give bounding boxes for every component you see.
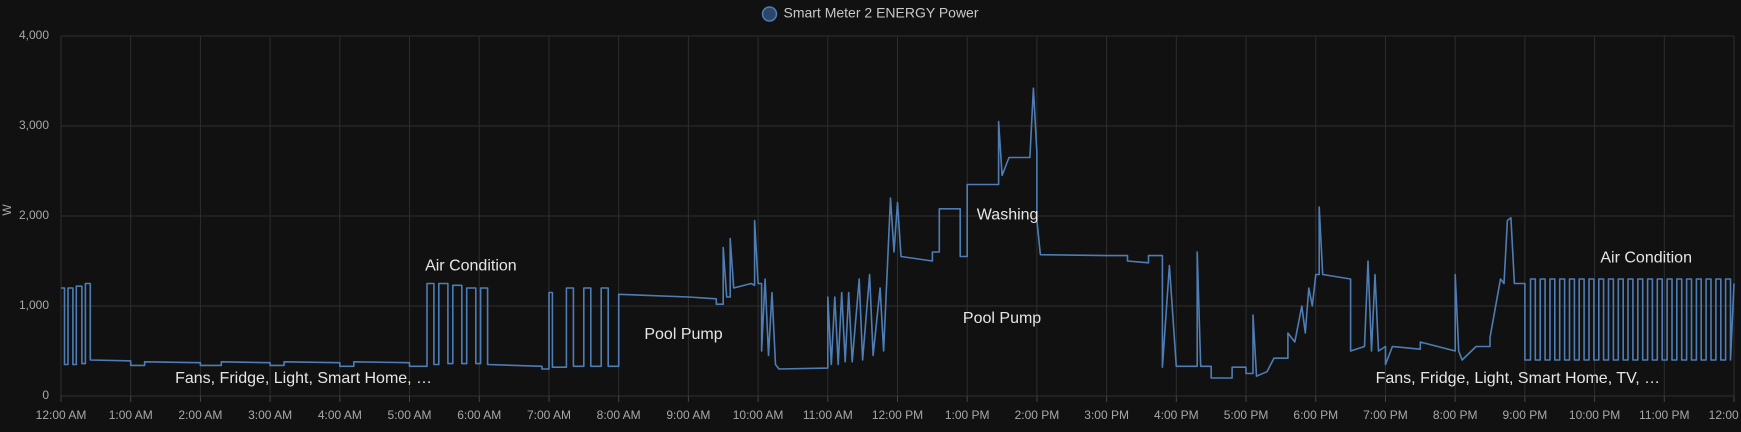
series-line (61, 87, 1735, 379)
x-tick-label: 12:00 AM (36, 408, 87, 422)
annotation: Air Condition (425, 258, 517, 275)
x-tick-label: 4:00 PM (1154, 408, 1199, 422)
x-tick-label: 1:00 AM (109, 408, 153, 422)
x-tick-label: 2:00 AM (178, 408, 222, 422)
x-tick-label: 6:00 AM (457, 408, 501, 422)
x-tick-label: 3:00 PM (1084, 408, 1129, 422)
x-tick-label: 6:00 PM (1293, 408, 1338, 422)
x-tick-label: 7:00 PM (1363, 408, 1408, 422)
x-tick-label: 9:00 AM (666, 408, 710, 422)
x-tick-label: 4:00 AM (318, 408, 362, 422)
x-tick-label: 2:00 PM (1015, 408, 1060, 422)
legend-label: Smart Meter 2 ENERGY Power (783, 5, 978, 21)
x-tick-label: 11:00 AM (803, 408, 853, 422)
annotation: Fans, Fridge, Light, Smart Home, TV, … (1376, 370, 1661, 387)
y-tick-label: 3,000 (19, 118, 49, 132)
x-tick-label: 12:00 PM (872, 408, 923, 422)
y-tick-label: 0 (42, 388, 49, 402)
x-tick-label: 1:00 PM (945, 408, 990, 422)
x-tick-label: 11:00 PM (1639, 408, 1689, 422)
annotation: Fans, Fridge, Light, Smart Home, … (175, 370, 432, 387)
y-tick-label: 2,000 (19, 208, 49, 222)
annotation: Washing (977, 206, 1039, 223)
annotation: Pool Pump (963, 310, 1041, 327)
x-tick-label: 8:00 PM (1433, 408, 1478, 422)
x-tick-label: 10:00 PM (1569, 408, 1620, 422)
x-tick-label: 9:00 PM (1503, 408, 1548, 422)
x-tick-label: 12:00 AM (1709, 408, 1741, 422)
x-tick-label: 8:00 AM (597, 408, 641, 422)
x-tick-label: 10:00 AM (733, 408, 784, 422)
x-tick-label: 5:00 PM (1224, 408, 1269, 422)
annotation: Air Condition (1600, 250, 1692, 267)
y-axis-label: W (0, 204, 14, 216)
x-tick-label: 5:00 AM (388, 408, 432, 422)
legend-swatch[interactable] (761, 6, 778, 22)
x-tick-label: 7:00 AM (527, 408, 571, 422)
annotation: Pool Pump (644, 326, 722, 343)
y-tick-label: 1,000 (19, 298, 49, 312)
y-tick-label: 4,000 (19, 28, 49, 42)
x-tick-label: 3:00 AM (248, 408, 292, 422)
